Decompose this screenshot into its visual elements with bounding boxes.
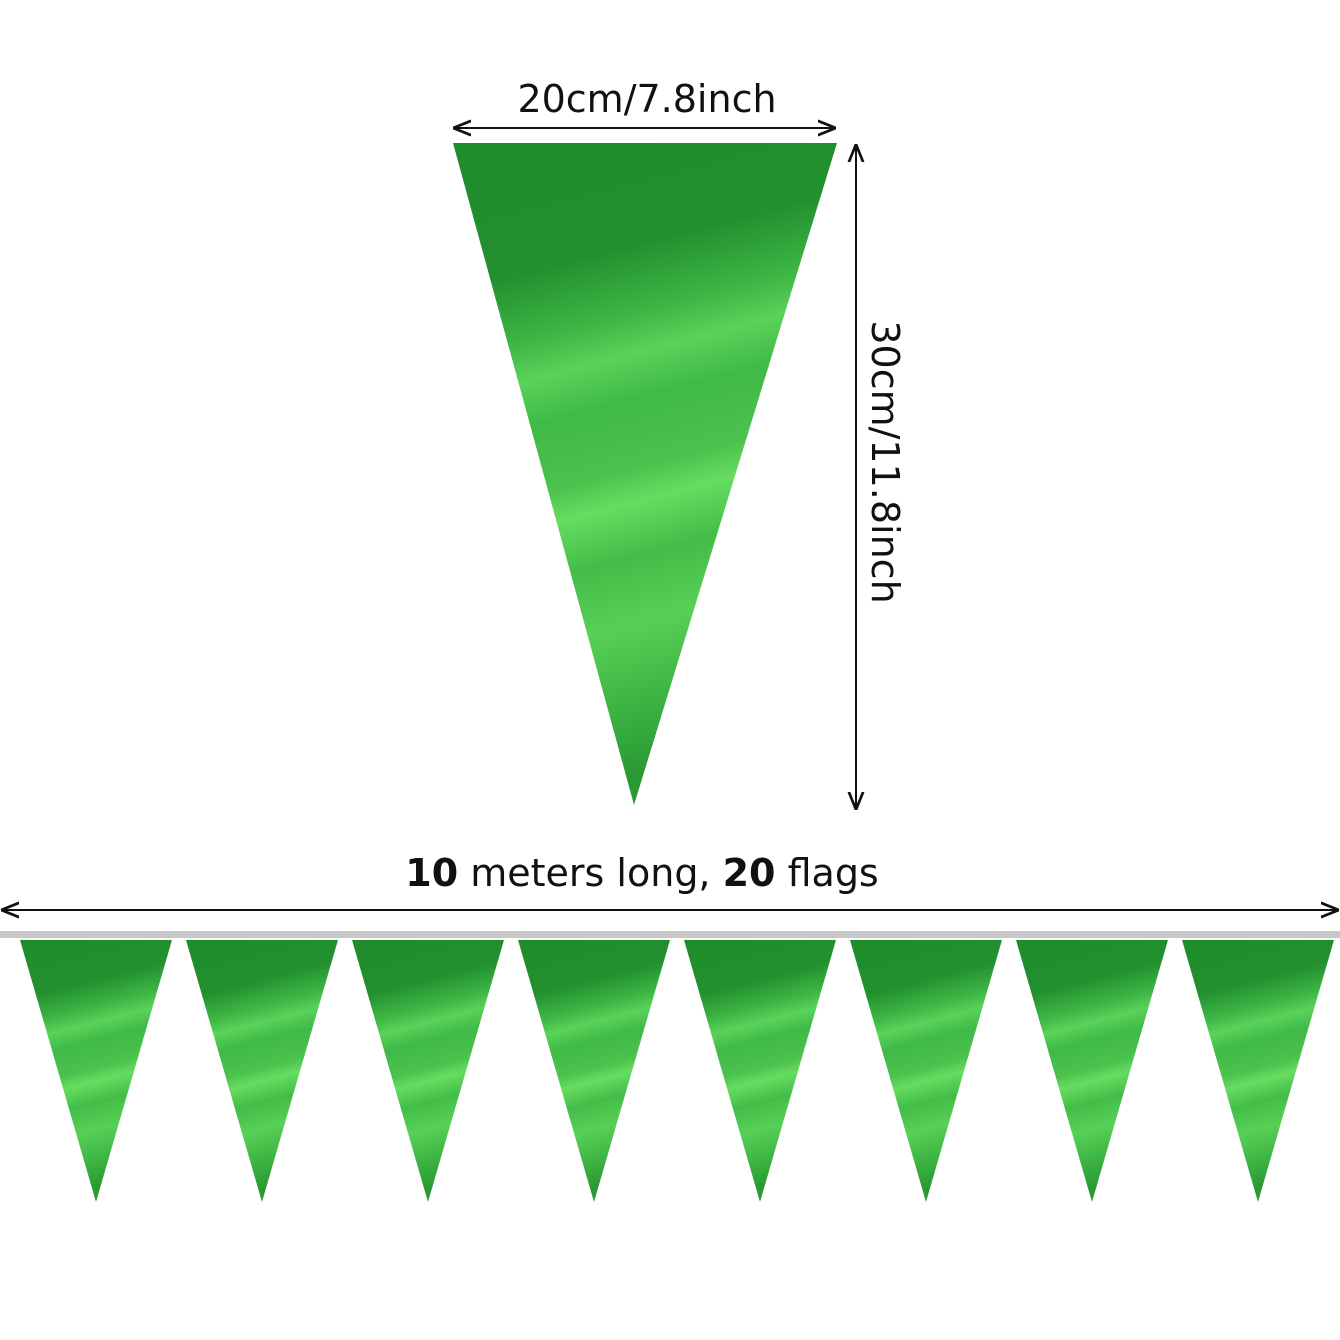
length-flags: 20 bbox=[723, 851, 776, 895]
pennant-large bbox=[453, 143, 837, 805]
length-label: 10 meters long, 20 flags bbox=[405, 851, 878, 895]
string bbox=[0, 931, 1340, 938]
pennant bbox=[850, 940, 1002, 1202]
length-meters: 10 bbox=[405, 851, 458, 895]
pennant bbox=[352, 940, 504, 1202]
height-label: 30cm/11.8inch bbox=[863, 320, 907, 603]
length-flags-text: flags bbox=[788, 851, 879, 895]
pennant bbox=[20, 940, 172, 1202]
pennant bbox=[518, 940, 670, 1202]
pennant-row bbox=[20, 940, 1334, 1202]
pennant bbox=[186, 940, 338, 1202]
width-label: 20cm/7.8inch bbox=[517, 77, 776, 121]
length-meters-text: meters long, bbox=[470, 851, 710, 895]
pennant bbox=[1182, 940, 1334, 1202]
pennant bbox=[1016, 940, 1168, 1202]
pennant bbox=[684, 940, 836, 1202]
